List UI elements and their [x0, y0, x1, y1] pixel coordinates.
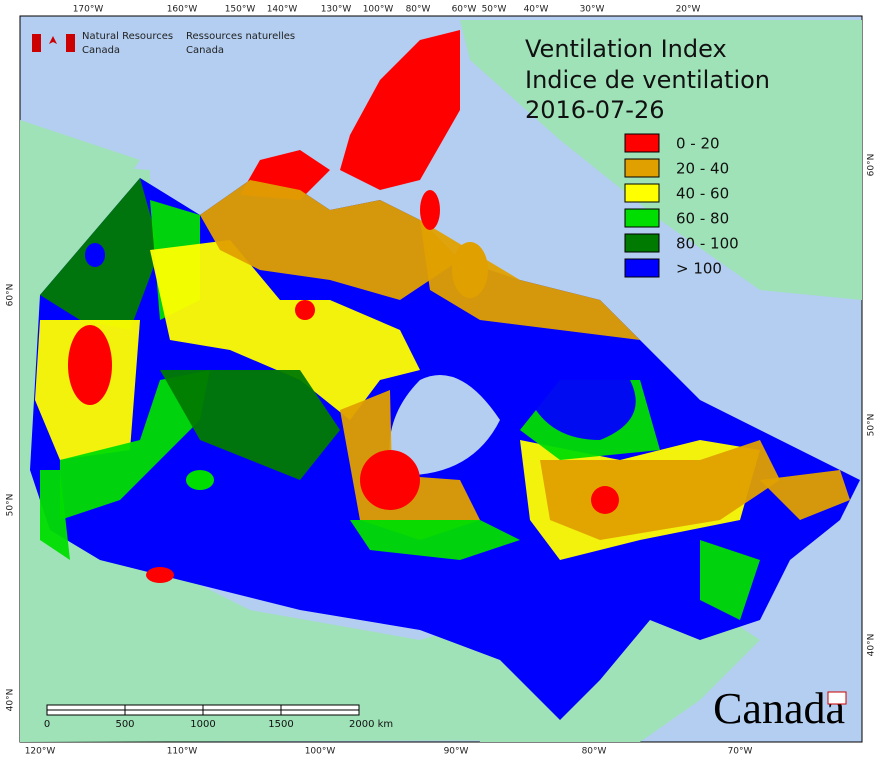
- ellesmere: [340, 30, 460, 190]
- zone: [540, 440, 780, 540]
- bottom-longitude-label: 120°W: [25, 747, 56, 757]
- hudson-bay: [389, 375, 500, 476]
- bottom-longitude-label: 90°W: [444, 747, 469, 757]
- left-latitude-label: 60°N: [6, 284, 16, 307]
- zone: [150, 240, 420, 420]
- right-latitude-label: 50°N: [867, 414, 877, 437]
- zone: [200, 180, 460, 300]
- right-latitude-label: 40°N: [867, 634, 877, 657]
- left-latitude-label: 40°N: [6, 689, 16, 712]
- bottom-longitude-label: 110°W: [167, 747, 198, 757]
- scale-segment: [124, 709, 204, 716]
- legend-swatch: [624, 208, 660, 228]
- greenland: [460, 20, 862, 300]
- scale-segment: [202, 709, 282, 716]
- legend-label: 60 - 80: [676, 210, 729, 228]
- scale-segment: [46, 709, 126, 716]
- scale-segment: [280, 704, 360, 711]
- alaska: [20, 16, 140, 300]
- flag-bar: [32, 34, 41, 52]
- zone-spot: [85, 243, 105, 267]
- bottom-longitude-label: 100°W: [305, 747, 336, 757]
- agency-signature: Natural Resources Canada Ressources natu…: [32, 31, 295, 56]
- scale-label: 2000 km: [349, 719, 393, 730]
- scale-segment: [124, 704, 204, 711]
- zone-spot: [591, 486, 619, 514]
- top-longitude-label: 50°W: [482, 5, 507, 15]
- zone-spot: [68, 325, 112, 405]
- zone: [530, 370, 636, 440]
- zone: [350, 520, 520, 560]
- zone: [160, 370, 340, 480]
- wordmark-flag: [827, 691, 847, 705]
- bottom-longitude-label: 70°W: [728, 747, 753, 757]
- bottom-longitude-label: 80°W: [582, 747, 607, 757]
- top-longitude-label: 140°W: [267, 5, 298, 15]
- zone: [760, 470, 850, 520]
- top-longitude-label: 20°W: [676, 5, 701, 15]
- zone: [700, 540, 760, 620]
- maple-leaf: [49, 36, 57, 44]
- top-longitude-label: 60°W: [452, 5, 477, 15]
- title: Ventilation Index: [525, 35, 727, 63]
- scale-segment: [202, 704, 282, 711]
- agency-fr: Ressources naturelles: [186, 31, 295, 42]
- wordmark: Canada: [713, 684, 845, 733]
- top-longitude-label: 40°W: [524, 5, 549, 15]
- legend-label: > 100: [676, 260, 722, 278]
- scale-label: 500: [115, 719, 134, 730]
- zone-spot: [360, 450, 420, 510]
- legend-label: 80 - 100: [676, 235, 739, 253]
- graticule-labels: 170°W 160°W 150°W 140°W 130°W 100°W 80°W 60°W 50…: [6, 5, 877, 757]
- legend-label: 40 - 60: [676, 185, 729, 203]
- left-latitude-label: 50°N: [6, 494, 16, 517]
- legend-swatch: [624, 258, 660, 278]
- legend-swatch: [624, 133, 660, 153]
- ventilation-zones: [35, 178, 850, 620]
- top-longitude-label: 30°W: [580, 5, 605, 15]
- zone-spot: [295, 300, 315, 320]
- right-latitude-label: 60°N: [867, 154, 877, 177]
- zone-spot: [146, 567, 174, 583]
- scale-label: 1500: [268, 719, 293, 730]
- top-longitude-label: 100°W: [363, 5, 394, 15]
- scale-segment: [46, 704, 126, 711]
- legend-swatch: [624, 158, 660, 178]
- zone: [60, 370, 210, 520]
- legend-swatch: [624, 233, 660, 253]
- agency-en: Canada: [82, 45, 120, 56]
- scale-label: 1000: [190, 719, 215, 730]
- top-longitude-label: 160°W: [167, 5, 198, 15]
- usa-west: [20, 160, 600, 742]
- top-longitude-label: 130°W: [321, 5, 352, 15]
- scale-segment: [280, 709, 360, 716]
- title: Indice de ventilation: [525, 66, 770, 94]
- subtitle-date: 2016-07-26: [525, 96, 664, 124]
- legend: 0 - 20 20 - 40 40 - 60 60 - 80 80 - 100 > 100: [624, 133, 739, 278]
- zone: [40, 470, 70, 560]
- legend-label: 0 - 20: [676, 135, 720, 153]
- flag-bar: [66, 34, 75, 52]
- scale-bar: 0 500 1000 1500 2000 km: [44, 704, 393, 730]
- zone-spot: [452, 242, 488, 298]
- legend-label: 20 - 40: [676, 160, 729, 178]
- agency-fr: Canada: [186, 45, 224, 56]
- top-longitude-label: 170°W: [73, 5, 104, 15]
- legend-swatch: [624, 183, 660, 203]
- zone-spot: [186, 470, 214, 490]
- zone: [420, 220, 640, 340]
- top-longitude-label: 80°W: [406, 5, 431, 15]
- agency-en: Natural Resources: [82, 31, 173, 42]
- scale-label: 0: [44, 719, 50, 730]
- zone-spot: [420, 190, 440, 230]
- top-longitude-label: 150°W: [225, 5, 256, 15]
